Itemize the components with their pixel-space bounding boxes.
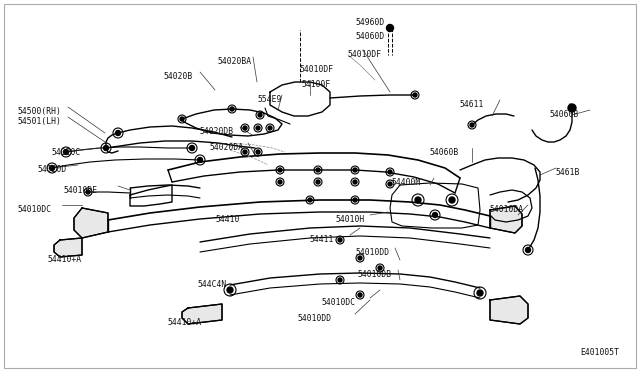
Circle shape	[358, 256, 362, 260]
Text: 54010DC: 54010DC	[322, 298, 356, 307]
Circle shape	[243, 150, 247, 154]
Circle shape	[353, 168, 357, 172]
Circle shape	[338, 238, 342, 242]
Polygon shape	[54, 238, 82, 257]
Text: 54020BA: 54020BA	[218, 57, 252, 66]
Circle shape	[525, 247, 531, 253]
Text: 544C4N: 544C4N	[198, 280, 227, 289]
Circle shape	[353, 180, 357, 184]
Text: 54960D: 54960D	[355, 18, 384, 27]
Text: 54060B: 54060B	[550, 110, 579, 119]
Circle shape	[308, 198, 312, 202]
Polygon shape	[490, 296, 528, 324]
Circle shape	[477, 290, 483, 296]
Circle shape	[268, 126, 272, 130]
Text: 54010H: 54010H	[336, 215, 365, 224]
Text: 54400M: 54400M	[392, 178, 421, 187]
Text: 54010DB: 54010DB	[358, 270, 392, 279]
Polygon shape	[74, 208, 108, 238]
Text: 54010DC: 54010DC	[18, 205, 52, 214]
Text: 54060D: 54060D	[355, 32, 384, 41]
Circle shape	[227, 287, 233, 293]
Circle shape	[230, 107, 234, 111]
Circle shape	[353, 198, 357, 202]
Text: 54500(RH): 54500(RH)	[18, 107, 62, 116]
Circle shape	[49, 166, 54, 170]
Text: 54410+A: 54410+A	[48, 255, 82, 264]
Circle shape	[243, 126, 247, 130]
Text: 54611: 54611	[460, 100, 484, 109]
Circle shape	[256, 126, 260, 130]
Circle shape	[388, 182, 392, 186]
Circle shape	[316, 168, 320, 172]
Circle shape	[189, 145, 195, 151]
Text: 554E9: 554E9	[257, 95, 282, 104]
Circle shape	[388, 170, 392, 174]
Text: 54411: 54411	[310, 235, 334, 244]
Text: 54501(LH): 54501(LH)	[18, 117, 62, 126]
Text: 54010DE: 54010DE	[64, 186, 98, 195]
Circle shape	[449, 197, 455, 203]
Text: 54010DD: 54010DD	[298, 314, 332, 323]
Text: 54020D: 54020D	[38, 165, 67, 174]
Text: 54010DA: 54010DA	[490, 205, 524, 214]
Text: 54060B: 54060B	[430, 148, 460, 157]
Text: 54020B: 54020B	[163, 72, 192, 81]
Text: 54010DF: 54010DF	[300, 65, 334, 74]
Circle shape	[86, 190, 90, 194]
Circle shape	[180, 117, 184, 121]
Text: 54010DD: 54010DD	[355, 248, 389, 257]
Circle shape	[256, 150, 260, 154]
Text: 5461B: 5461B	[556, 168, 580, 177]
Circle shape	[278, 168, 282, 172]
Text: E401005T: E401005T	[580, 348, 619, 357]
Circle shape	[63, 150, 68, 154]
Circle shape	[104, 145, 109, 151]
Circle shape	[358, 293, 362, 297]
Text: 54100F: 54100F	[302, 80, 332, 89]
Circle shape	[378, 266, 382, 270]
Circle shape	[415, 197, 421, 203]
Circle shape	[338, 278, 342, 282]
Text: 54410+A: 54410+A	[168, 318, 202, 327]
Circle shape	[387, 25, 394, 32]
Polygon shape	[490, 206, 522, 233]
Circle shape	[115, 131, 120, 135]
Circle shape	[413, 93, 417, 97]
Circle shape	[433, 212, 438, 218]
Text: 54020C: 54020C	[52, 148, 81, 157]
Text: 54010DF: 54010DF	[348, 50, 382, 59]
Circle shape	[568, 104, 576, 112]
Circle shape	[258, 113, 262, 117]
Text: 54020DA: 54020DA	[210, 143, 244, 152]
Polygon shape	[182, 304, 222, 324]
Circle shape	[198, 157, 202, 163]
Circle shape	[470, 123, 474, 127]
Circle shape	[278, 180, 282, 184]
Circle shape	[316, 180, 320, 184]
Text: 54410: 54410	[216, 215, 241, 224]
Text: 54020DB: 54020DB	[200, 127, 234, 136]
